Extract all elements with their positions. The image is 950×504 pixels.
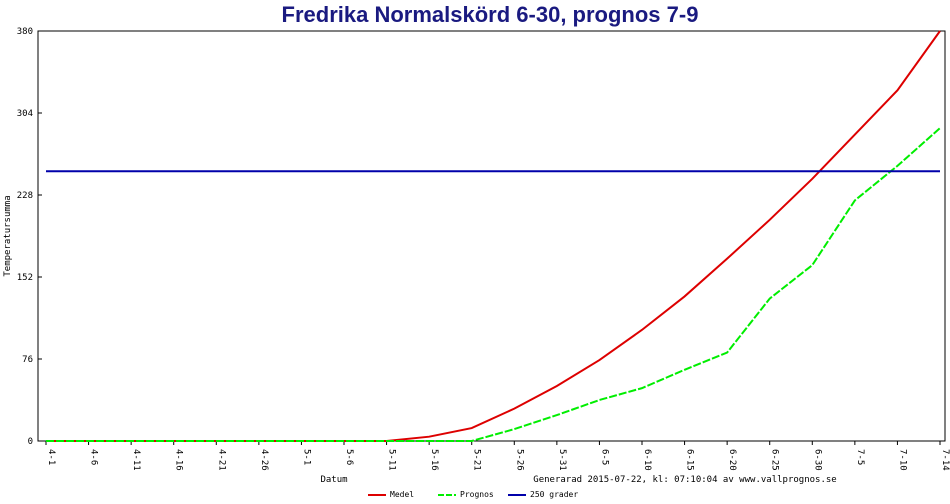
x-tick-label: 5-1 [301, 449, 311, 465]
annotation: Generarad 2015-07-22, kl: 07:10:04 av ww… [533, 475, 836, 485]
series-line [46, 127, 941, 442]
x-tick-label: 5-26 [514, 449, 524, 471]
y-tick-label: 152 [17, 273, 33, 283]
y-tick-label: 0 [28, 437, 33, 447]
y-tick-label: 228 [17, 191, 33, 201]
x-tick-label: 6-20 [727, 449, 737, 471]
x-tick-label: 4-26 [259, 449, 269, 471]
x-tick-label: 4-1 [46, 449, 56, 465]
y-tick-label: 304 [17, 109, 33, 119]
x-tick-label: 6-25 [770, 449, 780, 471]
series-line [46, 30, 941, 442]
x-tick-label: 6-15 [685, 449, 695, 471]
y-tick-label: 380 [17, 27, 33, 37]
x-tick-label: 4-11 [131, 449, 141, 471]
x-tick-label: 5-6 [344, 449, 354, 465]
x-tick-label: 7-14 [940, 449, 950, 471]
x-axis-label: Datum [320, 475, 347, 485]
y-axis-label: Temperatursumma [3, 195, 13, 276]
y-tick-label: 76 [22, 355, 33, 365]
x-tick-label: 6-10 [642, 449, 652, 471]
x-tick-label: 7-10 [897, 449, 907, 471]
legend-label: 250 grader [530, 490, 578, 499]
plot-frame [37, 30, 946, 442]
x-tick-label: 6-5 [599, 449, 609, 465]
x-tick-label: 4-16 [174, 449, 184, 471]
x-tick-label: 4-6 [89, 449, 99, 465]
x-tick-label: 6-30 [812, 449, 822, 471]
legend-label: Medel [390, 490, 414, 499]
x-tick-label: 7-5 [855, 449, 865, 465]
x-tick-label: 4-21 [216, 449, 226, 471]
x-tick-label: 5-16 [429, 449, 439, 471]
x-tick-label: 5-31 [557, 449, 567, 471]
chart-title: Fredrika Normalskörd 6-30, prognos 7-9 [282, 2, 699, 27]
legend-label: Prognos [460, 490, 494, 499]
x-tick-label: 5-11 [387, 449, 397, 471]
x-tick-label: 5-21 [472, 449, 482, 471]
